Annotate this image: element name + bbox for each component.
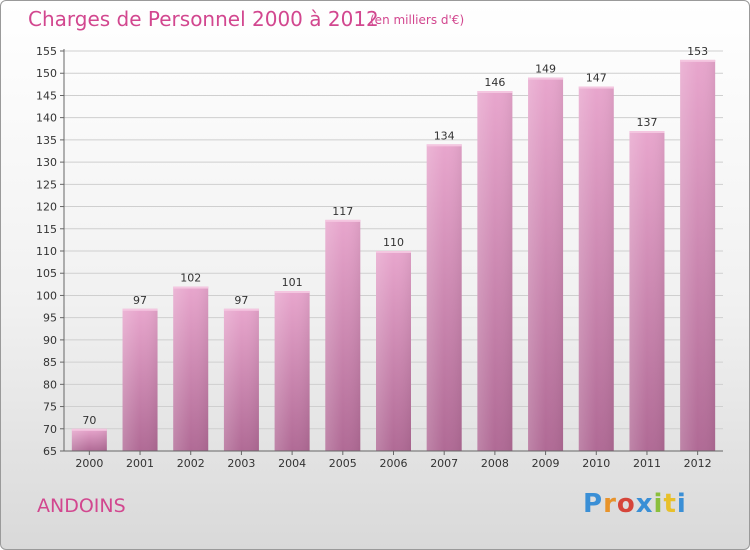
- bar-top-highlight: [325, 219, 361, 222]
- bar-top-highlight: [122, 308, 158, 311]
- y-tick-label: 110: [36, 245, 57, 258]
- bar-shine: [71, 428, 107, 451]
- bar-shine: [274, 291, 310, 451]
- logo-letter: o: [616, 489, 636, 519]
- bar-top-highlight: [71, 428, 107, 431]
- x-tick-label: 2009: [532, 457, 560, 470]
- data-label: 149: [535, 63, 556, 76]
- y-tick-label: 125: [36, 178, 57, 191]
- y-tick-label: 130: [36, 156, 57, 169]
- bar-top-highlight: [629, 131, 665, 133]
- x-tick-label: 2005: [329, 457, 357, 470]
- logo-letter: r: [603, 489, 617, 519]
- x-tick-label: 2001: [126, 457, 154, 470]
- bar-shine: [173, 286, 209, 451]
- y-tick-label: 105: [36, 267, 57, 280]
- logo-letter: P: [583, 489, 604, 519]
- bar-top-highlight: [274, 291, 310, 293]
- bar-top-highlight: [173, 286, 209, 289]
- bar-top-highlight: [477, 91, 513, 93]
- bar-top-highlight: [426, 144, 462, 147]
- y-tick-label: 140: [36, 112, 57, 125]
- x-tick-label: 2008: [481, 457, 509, 470]
- logo-letter: i: [676, 489, 687, 519]
- y-tick-label: 135: [36, 134, 57, 147]
- bar-shine: [223, 308, 259, 451]
- bar-shine: [680, 59, 716, 452]
- data-label: 102: [180, 272, 201, 285]
- y-tick-label: 80: [43, 378, 57, 391]
- y-tick-label: 85: [43, 356, 57, 369]
- bar-shine: [122, 308, 158, 451]
- data-label: 97: [133, 294, 147, 307]
- logo-letter: i: [653, 489, 664, 519]
- data-label: 134: [434, 129, 455, 142]
- y-tick-label: 90: [43, 334, 57, 347]
- x-tick-label: 2012: [684, 457, 712, 470]
- data-label: 137: [636, 116, 657, 129]
- data-label: 153: [687, 45, 708, 58]
- x-tick-label: 2004: [278, 457, 306, 470]
- chart-subtitle: (en milliers d'€): [370, 13, 465, 27]
- bar-shine: [376, 251, 411, 451]
- bar-shine: [426, 144, 462, 452]
- bar-top-highlight: [376, 251, 411, 253]
- logo-letter: x: [635, 489, 654, 519]
- logo-letter: t: [663, 489, 677, 519]
- bar-shine: [325, 219, 361, 451]
- x-tick-label: 2011: [633, 457, 661, 470]
- data-label: 146: [484, 76, 505, 89]
- bar-shine: [528, 77, 564, 452]
- y-tick-label: 75: [43, 401, 57, 414]
- y-tick-label: 70: [43, 423, 57, 436]
- data-label: 97: [234, 294, 248, 307]
- x-tick-label: 2007: [430, 457, 458, 470]
- y-tick-label: 120: [36, 201, 57, 214]
- commune-name: ANDOINS: [37, 495, 126, 517]
- x-tick-label: 2006: [380, 457, 408, 470]
- x-tick-label: 2003: [227, 457, 255, 470]
- bar-shine: [629, 131, 665, 451]
- y-tick-label: 145: [36, 89, 57, 102]
- x-tick-label: 2002: [177, 457, 205, 470]
- y-tick-label: 100: [36, 289, 57, 302]
- x-tick-label: 2010: [582, 457, 610, 470]
- bar-top-highlight: [223, 308, 259, 311]
- chart-title: Charges de Personnel 2000 à 2012: [28, 7, 379, 31]
- data-label: 147: [586, 72, 607, 85]
- y-tick-label: 150: [36, 67, 57, 80]
- bar-top-highlight: [680, 59, 716, 62]
- data-label: 117: [332, 205, 353, 218]
- proxiti-logo: Proxiti: [583, 489, 687, 519]
- data-label: 110: [383, 236, 404, 249]
- y-tick-label: 155: [36, 45, 57, 58]
- y-tick-label: 65: [43, 445, 57, 458]
- data-label: 101: [282, 276, 303, 289]
- bar-top-highlight: [528, 77, 564, 80]
- y-tick-label: 95: [43, 312, 57, 325]
- bar-shine: [477, 91, 513, 451]
- y-tick-label: 115: [36, 223, 57, 236]
- x-tick-label: 2000: [75, 457, 103, 470]
- bar-top-highlight: [578, 86, 614, 89]
- data-label: 70: [82, 414, 96, 427]
- bar-shine: [578, 86, 614, 452]
